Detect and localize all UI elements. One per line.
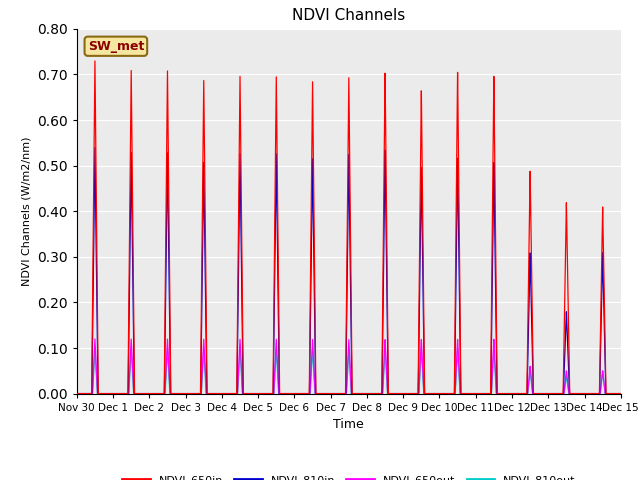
Text: SW_met: SW_met	[88, 40, 144, 53]
Y-axis label: NDVI Channels (W/m2/nm): NDVI Channels (W/m2/nm)	[22, 136, 31, 286]
Title: NDVI Channels: NDVI Channels	[292, 9, 405, 24]
X-axis label: Time: Time	[333, 418, 364, 431]
Legend: NDVI_650in, NDVI_810in, NDVI_650out, NDVI_810out: NDVI_650in, NDVI_810in, NDVI_650out, NDV…	[118, 470, 580, 480]
